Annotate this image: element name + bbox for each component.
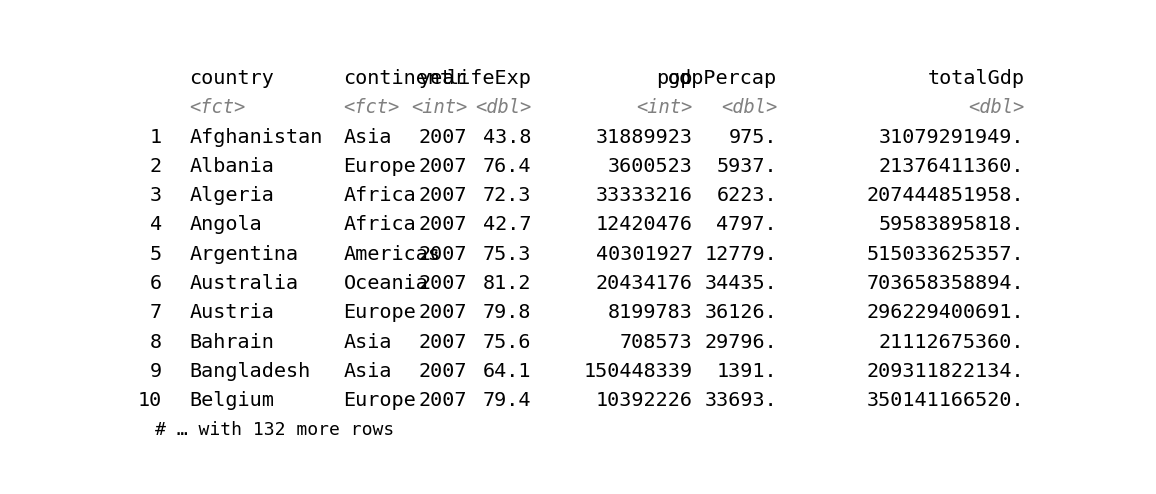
Text: 42.7: 42.7 xyxy=(483,215,532,235)
Text: 2007: 2007 xyxy=(418,157,467,176)
Text: 31889923: 31889923 xyxy=(595,127,692,147)
Text: 1: 1 xyxy=(150,127,162,147)
Text: 2007: 2007 xyxy=(418,332,467,352)
Text: 40301927: 40301927 xyxy=(595,245,692,264)
Text: 75.6: 75.6 xyxy=(483,332,532,352)
Text: Algeria: Algeria xyxy=(190,186,274,205)
Text: Afghanistan: Afghanistan xyxy=(190,127,323,147)
Text: 21376411360.: 21376411360. xyxy=(879,157,1024,176)
Text: 350141166520.: 350141166520. xyxy=(867,391,1024,410)
Text: 1391.: 1391. xyxy=(717,362,777,381)
Text: Africa: Africa xyxy=(343,215,416,235)
Text: Asia: Asia xyxy=(343,362,392,381)
Text: 10: 10 xyxy=(138,391,162,410)
Text: <dbl>: <dbl> xyxy=(720,98,777,117)
Text: Asia: Asia xyxy=(343,127,392,147)
Text: 12420476: 12420476 xyxy=(595,215,692,235)
Text: Bangladesh: Bangladesh xyxy=(190,362,311,381)
Text: 2007: 2007 xyxy=(418,391,467,410)
Text: 75.3: 75.3 xyxy=(483,245,532,264)
Text: <int>: <int> xyxy=(637,98,692,117)
Text: 76.4: 76.4 xyxy=(483,157,532,176)
Text: 79.8: 79.8 xyxy=(483,303,532,322)
Text: 2007: 2007 xyxy=(418,127,467,147)
Text: 2007: 2007 xyxy=(418,215,467,235)
Text: gdpPercap: gdpPercap xyxy=(668,69,777,88)
Text: Albania: Albania xyxy=(190,157,274,176)
Text: Oceania: Oceania xyxy=(343,274,428,293)
Text: <fct>: <fct> xyxy=(190,98,245,117)
Text: Australia: Australia xyxy=(190,274,298,293)
Text: Austria: Austria xyxy=(190,303,274,322)
Text: 975.: 975. xyxy=(728,127,777,147)
Text: 3: 3 xyxy=(150,186,162,205)
Text: 2007: 2007 xyxy=(418,362,467,381)
Text: 3600523: 3600523 xyxy=(608,157,692,176)
Text: 708573: 708573 xyxy=(620,332,692,352)
Text: 2007: 2007 xyxy=(418,303,467,322)
Text: 31079291949.: 31079291949. xyxy=(879,127,1024,147)
Text: 33693.: 33693. xyxy=(704,391,777,410)
Text: year: year xyxy=(418,69,467,88)
Text: 29796.: 29796. xyxy=(704,332,777,352)
Text: continent: continent xyxy=(343,69,452,88)
Text: Belgium: Belgium xyxy=(190,391,274,410)
Text: Europe: Europe xyxy=(343,303,416,322)
Text: 34435.: 34435. xyxy=(704,274,777,293)
Text: 21112675360.: 21112675360. xyxy=(879,332,1024,352)
Text: Argentina: Argentina xyxy=(190,245,298,264)
Text: 5937.: 5937. xyxy=(717,157,777,176)
Text: Europe: Europe xyxy=(343,157,416,176)
Text: 20434176: 20434176 xyxy=(595,274,692,293)
Text: 4: 4 xyxy=(150,215,162,235)
Text: lifeExp: lifeExp xyxy=(446,69,532,88)
Text: 296229400691.: 296229400691. xyxy=(867,303,1024,322)
Text: 8199783: 8199783 xyxy=(608,303,692,322)
Text: <dbl>: <dbl> xyxy=(968,98,1024,117)
Text: 207444851958.: 207444851958. xyxy=(867,186,1024,205)
Text: 703658358894.: 703658358894. xyxy=(867,274,1024,293)
Text: 150448339: 150448339 xyxy=(584,362,692,381)
Text: 209311822134.: 209311822134. xyxy=(867,362,1024,381)
Text: pop: pop xyxy=(657,69,692,88)
Text: Angola: Angola xyxy=(190,215,262,235)
Text: Europe: Europe xyxy=(343,391,416,410)
Text: Americas: Americas xyxy=(343,245,440,264)
Text: 6223.: 6223. xyxy=(717,186,777,205)
Text: 7: 7 xyxy=(150,303,162,322)
Text: 36126.: 36126. xyxy=(704,303,777,322)
Text: 8: 8 xyxy=(150,332,162,352)
Text: totalGdp: totalGdp xyxy=(927,69,1024,88)
Text: country: country xyxy=(190,69,274,88)
Text: 2007: 2007 xyxy=(418,245,467,264)
Text: 59583895818.: 59583895818. xyxy=(879,215,1024,235)
Text: 9: 9 xyxy=(150,362,162,381)
Text: <int>: <int> xyxy=(410,98,467,117)
Text: Bahrain: Bahrain xyxy=(190,332,274,352)
Text: Africa: Africa xyxy=(343,186,416,205)
Text: # … with 132 more rows: # … with 132 more rows xyxy=(155,421,394,440)
Text: <fct>: <fct> xyxy=(343,98,400,117)
Text: 2007: 2007 xyxy=(418,186,467,205)
Text: 64.1: 64.1 xyxy=(483,362,532,381)
Text: 5: 5 xyxy=(150,245,162,264)
Text: 2007: 2007 xyxy=(418,274,467,293)
Text: 12779.: 12779. xyxy=(704,245,777,264)
Text: 10392226: 10392226 xyxy=(595,391,692,410)
Text: 4797.: 4797. xyxy=(717,215,777,235)
Text: 81.2: 81.2 xyxy=(483,274,532,293)
Text: 33333216: 33333216 xyxy=(595,186,692,205)
Text: 6: 6 xyxy=(150,274,162,293)
Text: <dbl>: <dbl> xyxy=(475,98,532,117)
Text: 43.8: 43.8 xyxy=(483,127,532,147)
Text: 72.3: 72.3 xyxy=(483,186,532,205)
Text: Asia: Asia xyxy=(343,332,392,352)
Text: 79.4: 79.4 xyxy=(483,391,532,410)
Text: 2: 2 xyxy=(150,157,162,176)
Text: 515033625357.: 515033625357. xyxy=(867,245,1024,264)
